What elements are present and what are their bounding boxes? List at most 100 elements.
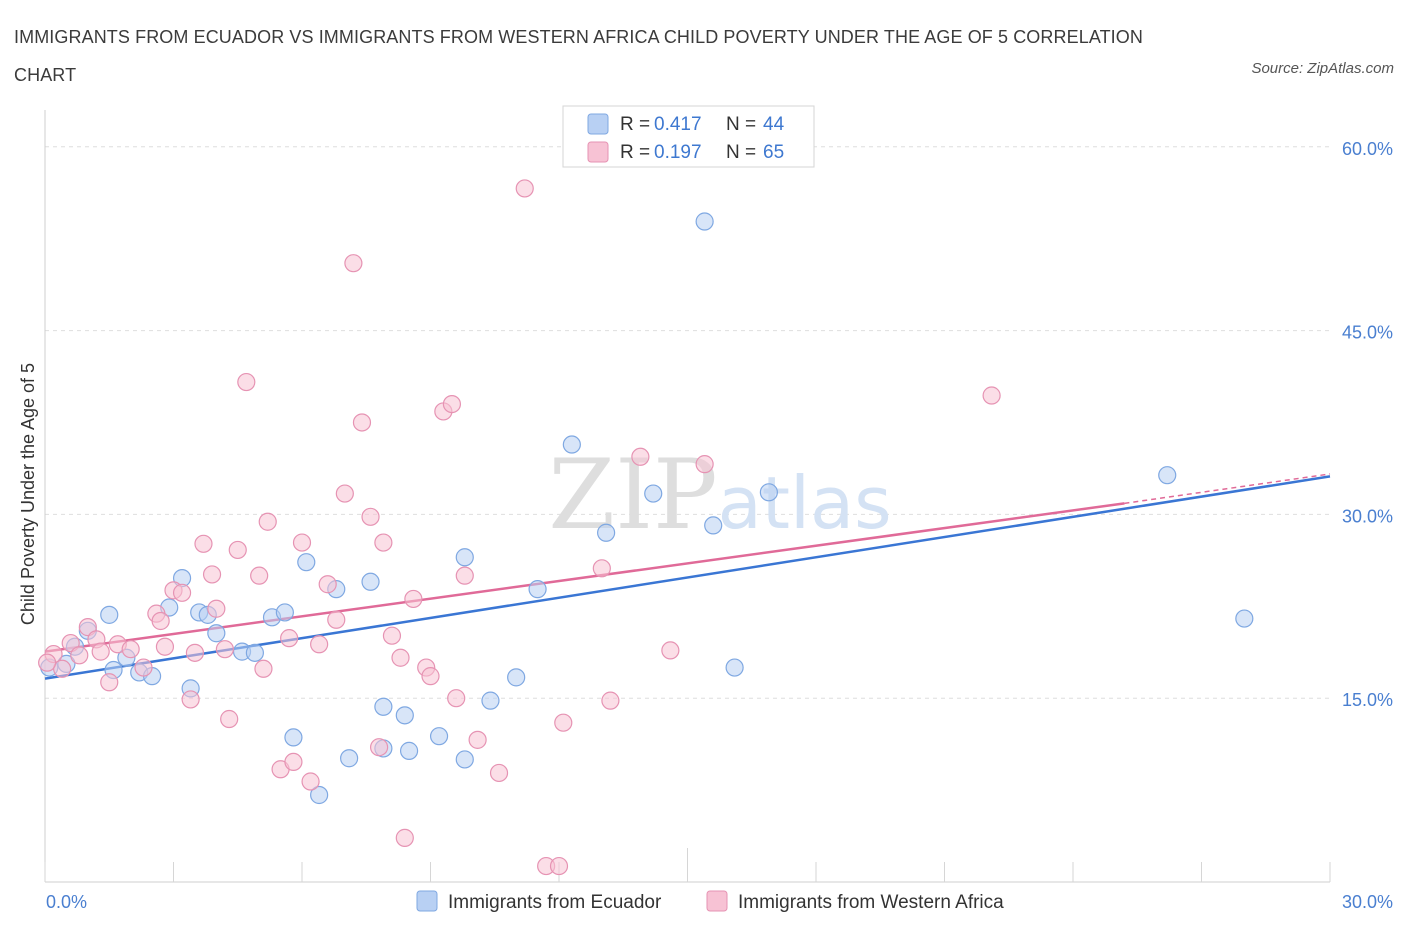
ecuador-point-39: [704, 516, 723, 535]
legend-box: R = 0.417 N = 44 R = 0.197 N = 65: [562, 105, 815, 168]
western-africa-point-6: [91, 642, 110, 661]
western-africa-point-62: [695, 455, 714, 474]
watermark: ZIPatlas: [548, 439, 891, 551]
x-tick-label-min: 0.0%: [46, 892, 87, 912]
ecuador-point-40: [725, 658, 744, 677]
western-africa-point-44: [395, 828, 414, 847]
ecuador-point-25: [374, 697, 393, 716]
tick-labels: 15.0% 30.0% 45.0% 60.0% 0.0% 30.0%: [46, 139, 1393, 912]
legend-r-value-1: 0.417: [654, 114, 702, 135]
western-africa-point-40: [370, 738, 389, 757]
western-africa-point-32: [301, 772, 320, 791]
western-africa-point-49: [442, 394, 462, 414]
western-africa-point-3: [70, 646, 89, 665]
source-credit: Source: ZipAtlas.com: [1251, 60, 1394, 77]
ecuador-point-28: [399, 741, 419, 760]
western-africa-point-60: [631, 447, 650, 466]
ecuador-point-31: [455, 548, 474, 567]
western-africa-point-24: [237, 372, 256, 392]
western-africa-point-18: [194, 534, 213, 553]
x-tick-label-max: 30.0%: [1342, 892, 1393, 912]
bottom-legend: Immigrants from Ecuador Immigrants from …: [416, 890, 1004, 913]
ecuador-point-42: [1158, 466, 1177, 485]
western-africa-point-47: [421, 667, 440, 686]
ecuador-point-34: [528, 580, 547, 599]
legend-n-value-2: 65: [763, 142, 784, 163]
western-africa-point-38: [352, 413, 372, 432]
western-africa-trend-extension: [1124, 473, 1331, 505]
western-africa-point-39: [361, 507, 380, 526]
ecuador-point-16: [245, 643, 264, 662]
bottom-legend-swatch-ecuador: [416, 890, 438, 912]
western-africa-point-56: [549, 856, 569, 876]
legend-n-label-2: N =: [726, 142, 756, 163]
ecuador-point-30: [455, 750, 474, 769]
ecuador-point-36: [597, 523, 616, 542]
western-africa-point-23: [228, 540, 247, 560]
western-africa-point-42: [382, 626, 402, 645]
western-africa-point-13: [155, 637, 175, 656]
ecuador-point-27: [395, 706, 414, 725]
western-africa-trend-line: [44, 502, 1125, 653]
ecuador-point-21: [310, 785, 329, 805]
chart-title: IMMIGRANTS FROM ECUADOR VS IMMIGRANTS FR…: [14, 27, 1143, 85]
western-africa-point-31: [292, 533, 312, 552]
ecuador-point-35: [562, 435, 581, 454]
ecuador-point-33: [507, 668, 526, 687]
legend-n-value-1: 44: [763, 114, 785, 135]
ecuador-point-20: [297, 553, 316, 572]
western-africa-point-41: [374, 533, 393, 552]
western-africa-point-29: [280, 629, 299, 648]
western-africa-point-16: [181, 690, 200, 709]
ecuador-point-43: [1235, 609, 1254, 628]
ecuador-point-19: [284, 728, 303, 747]
western-africa-point-30: [284, 752, 303, 772]
legend-swatch-western-africa: [587, 141, 609, 163]
y-tick-label-15: 15.0%: [1342, 690, 1393, 710]
ecuador-point-24: [361, 572, 380, 591]
western-africa-point-59: [601, 691, 620, 710]
ecuador-point-32: [481, 691, 500, 710]
western-africa-point-54: [515, 179, 534, 198]
western-africa-point-22: [220, 709, 239, 729]
western-africa-point-34: [318, 575, 337, 594]
data-points: [38, 179, 1254, 876]
western-africa-point-35: [327, 610, 346, 629]
western-africa-point-27: [258, 512, 277, 531]
western-africa-point-20: [207, 599, 226, 618]
ecuador-point-41: [759, 483, 778, 502]
western-africa-point-21: [215, 640, 234, 659]
western-africa-point-10: [134, 658, 153, 677]
y-axis-label: Child Poverty Under the Age of 5: [18, 363, 38, 625]
western-africa-point-17: [185, 643, 205, 662]
western-africa-point-26: [254, 659, 273, 678]
western-africa-point-9: [121, 640, 140, 659]
legend-r-label-1: R =: [620, 114, 650, 135]
western-africa-point-64: [38, 653, 57, 672]
western-africa-point-57: [554, 713, 573, 732]
legend-r-label-2: R =: [620, 142, 650, 163]
western-africa-point-33: [310, 635, 329, 654]
western-africa-point-58: [592, 559, 611, 578]
western-africa-point-50: [447, 689, 466, 708]
western-africa-point-12: [151, 611, 170, 631]
western-africa-point-45: [404, 589, 423, 609]
legend-swatch-ecuador: [587, 113, 609, 135]
ecuador-point-4: [100, 605, 119, 624]
y-tick-label-30: 30.0%: [1342, 506, 1393, 526]
y-tick-label-45: 45.0%: [1342, 323, 1393, 343]
western-africa-point-43: [391, 648, 410, 667]
ecuador-point-23: [340, 749, 359, 768]
western-africa-point-63: [982, 386, 1001, 405]
western-africa-point-51: [455, 566, 474, 585]
legend-n-label-1: N =: [726, 114, 756, 135]
ecuador-point-38: [695, 212, 714, 231]
western-africa-point-52: [468, 730, 487, 749]
western-africa-point-53: [489, 763, 509, 783]
western-africa-point-36: [335, 484, 354, 503]
western-africa-point-61: [661, 641, 680, 660]
western-africa-point-25: [250, 566, 269, 585]
legend-r-value-2: 0.197: [654, 142, 702, 163]
bottom-legend-label-ecuador: Immigrants from Ecuador: [448, 892, 662, 913]
